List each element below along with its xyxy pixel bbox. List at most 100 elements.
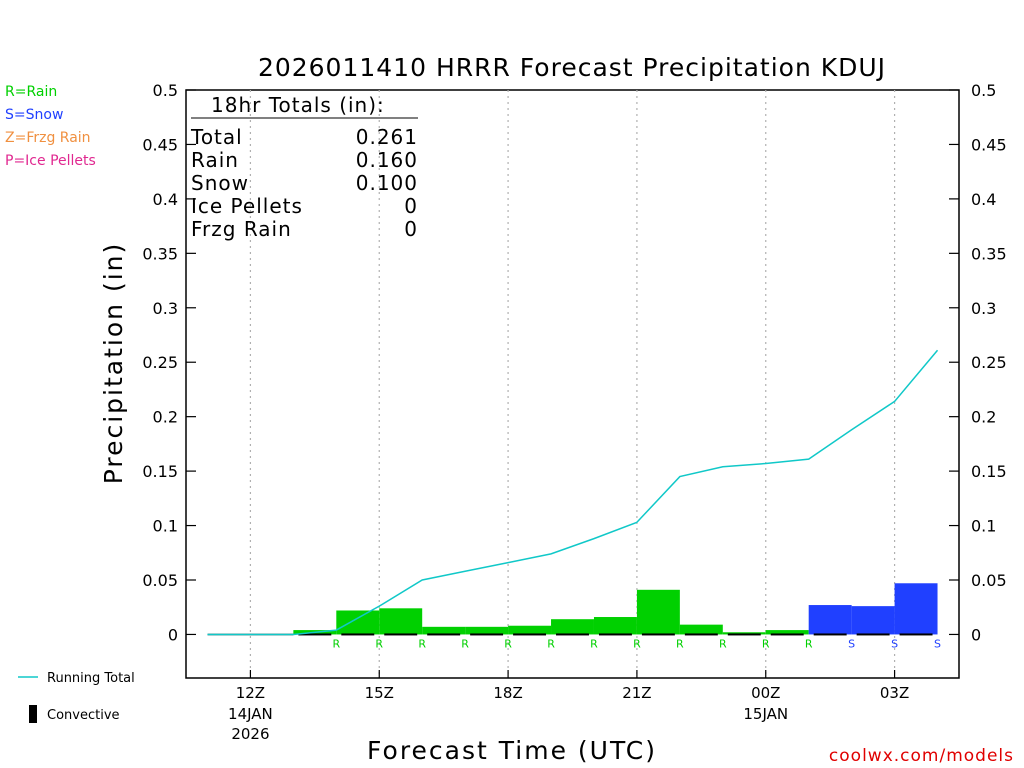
precip-type-legend: R=Rain S=Snow Z=Frzg Rain P=Ice Pellets [5,84,96,169]
vertical-grid-lines [249,90,896,678]
totals-box: 18hr Totals (in): Total 0.261 Rain 0.160 Sno… [190,93,418,241]
y-tick-label-right-9: 0.45 [971,135,1007,154]
x-tick-label-5: 03Z [880,684,909,702]
precip-bar-2 [379,608,423,635]
y-tick-label-left-0: 0 [168,625,178,644]
y-tick-label-right-8: 0.4 [971,190,996,209]
convective-bar-6 [556,633,589,636]
x-tick-date-0: 14JAN [228,705,273,723]
running-total-legend-label: Running Total [47,671,135,686]
type-legend-1: S=Snow [5,107,63,123]
totals-value-3: 0 [404,194,418,218]
totals-label-1: Rain [191,148,239,172]
x-axis: 12Z 14JAN 2026 15Z 18Z 21Z 00Z 15JAN 03Z [228,670,909,743]
plot-frame [185,89,960,679]
convective-bar-10 [727,633,761,636]
convective-bar-11 [770,633,804,636]
convective-bar-14 [899,633,933,636]
precip-bar-5 [508,625,552,635]
convective-bar-7 [598,633,632,636]
running-total-polyline [207,349,939,636]
totals-header: 18hr Totals (in): [211,93,385,117]
x-tick-label-4: 00Z [751,684,780,702]
precip-type-label-14: S [934,637,941,650]
y-tick-label-left-1: 0.05 [142,571,178,590]
precip-type-label-1: R [375,637,383,650]
y-tick-label-right-6: 0.3 [971,299,996,318]
convective-bar-3 [427,633,461,636]
precip-type-label-11: R [805,637,813,650]
convective-bar-4 [470,633,504,636]
y-axis-left: 0 0.05 0.1 0.15 0.2 0.25 0.3 0.35 0.4 0.45 0.5 [142,81,196,644]
y-tick-label-right-1: 0.05 [971,571,1007,590]
totals-label-4: Frzg Rain [191,217,292,241]
x-tick-label-2: 18Z [493,684,522,702]
totals-label-2: Snow [191,171,249,195]
precip-type-label-0: R [332,637,340,650]
precip-type-label-5: R [547,637,555,650]
y-axis-label: Precipitation (in) [99,242,128,485]
precip-type-label-2: R [418,637,426,650]
running-total-legend: Running Total [18,671,135,686]
type-legend-2: Z=Frzg Rain [5,130,91,146]
convective-bars [298,633,933,636]
x-tick-label-0: 12Z [236,684,265,702]
y-tick-label-left-10: 0.5 [153,81,178,100]
y-tick-label-right-4: 0.2 [971,408,996,427]
totals-label-3: Ice Pellets [191,194,303,218]
convective-bar-5 [513,633,547,636]
credit-text: coolwx.com/models [829,746,1014,766]
convective-bar-12 [813,633,847,636]
precip-type-label-10: R [762,637,770,650]
precip-bar-13 [851,606,895,635]
convective-legend-label: Convective [47,708,120,723]
precip-bar-14 [894,583,938,635]
y-axis-right: 0 0.05 0.1 0.15 0.2 0.25 0.3 0.35 0.4 0.45 0.5 [949,81,1007,644]
precip-type-label-7: R [633,637,641,650]
precip-bar-4 [465,626,509,635]
totals-value-4: 0 [404,217,418,241]
y-tick-label-left-5: 0.25 [142,353,178,372]
x-tick-date-4: 15JAN [743,705,788,723]
totals-value-2: 0.100 [356,171,418,195]
y-tick-label-right-0: 0 [971,625,981,644]
y-tick-label-right-5: 0.25 [971,353,1007,372]
precip-bar-3 [422,626,466,635]
precip-bar-8 [636,589,680,635]
x-axis-label: Forecast Time (UTC) [367,736,657,765]
y-tick-label-left-9: 0.45 [142,135,178,154]
precip-bar-10 [722,632,766,635]
convective-bar-8 [641,633,675,636]
y-tick-label-left-4: 0.2 [153,408,178,427]
precip-bar-7 [593,617,637,635]
precip-type-label-8: R [676,637,684,650]
precip-type-label-6: R [590,637,598,650]
convective-bar-1 [341,633,375,636]
precip-bar-6 [551,619,594,635]
y-tick-label-right-7: 0.35 [971,244,1007,263]
y-tick-label-left-2: 0.1 [153,517,178,536]
convective-bar-0 [298,633,332,636]
y-tick-label-left-8: 0.4 [153,190,178,209]
precip-type-label-9: R [719,637,727,650]
precip-bars [293,583,938,635]
y-tick-label-right-10: 0.5 [971,81,996,100]
y-tick-label-right-3: 0.15 [971,462,1007,481]
type-legend-0: R=Rain [5,84,57,100]
y-tick-label-left-3: 0.15 [142,462,178,481]
y-tick-label-right-2: 0.1 [971,517,996,536]
totals-value-0: 0.261 [356,125,418,149]
totals-label-0: Total [190,125,243,149]
precip-bar-1 [336,610,380,635]
type-legend-3: P=Ice Pellets [5,153,96,169]
convective-legend-swatch [29,705,37,723]
precip-bar-9 [679,624,723,635]
convective-bar-9 [684,633,718,636]
y-tick-label-left-7: 0.35 [142,244,178,263]
chart-title: 2026011410 HRRR Forecast Precipitation K… [258,53,886,82]
convective-bar-2 [384,633,418,636]
totals-value-1: 0.160 [356,148,418,172]
convective-bar-13 [856,633,890,636]
